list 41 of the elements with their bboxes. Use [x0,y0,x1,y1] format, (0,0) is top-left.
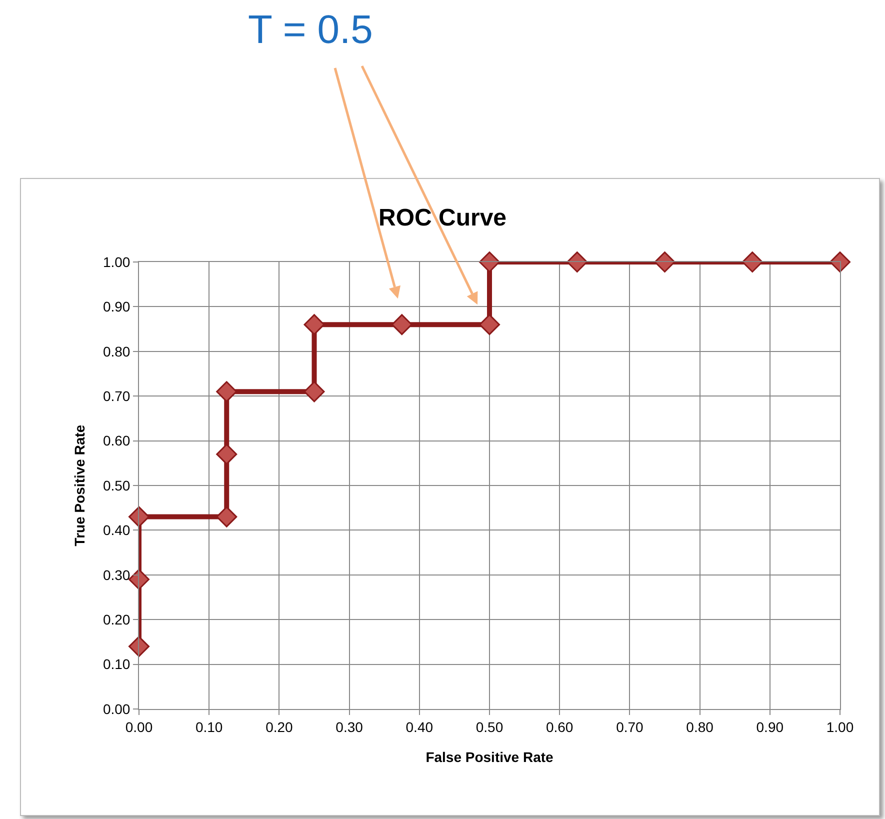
x-tick-label: 0.30 [336,718,364,735]
x-tick-label: 0.70 [616,718,644,735]
chart-title: ROC Curve [378,204,507,232]
y-tick-label: 1.00 [102,254,130,270]
point [128,506,150,528]
point [304,381,325,402]
point [479,314,500,336]
x-tick-label: 0.80 [686,718,714,735]
x-tick-label: 0.20 [266,718,294,735]
y-tick-label: 0.00 [102,700,130,717]
y-tick-label: 0.60 [102,432,130,449]
point [304,314,325,336]
point [479,252,500,272]
point [654,252,676,272]
point [391,314,412,336]
point [128,636,150,657]
x-tick-label: 0.60 [546,718,574,735]
y-axis-title: True Positive Rate [72,424,88,546]
y-tick-label: 0.10 [102,656,130,672]
x-tick-label: 0.40 [406,718,434,735]
y-tick-label: 0.80 [102,343,130,360]
point [128,568,150,590]
y-tick-label: 0.30 [102,566,130,583]
x-tick-label: 0.90 [756,718,784,735]
point [566,252,588,272]
y-tick-label: 0.50 [102,477,130,494]
y-tick-label: 0.20 [102,612,130,628]
point [216,444,238,465]
x-tick-label: 0.10 [195,718,223,735]
x-tick-label: 0.50 [476,718,504,735]
y-tick-label: 0.90 [102,298,130,315]
x-tick-label: 1.00 [826,718,854,735]
x-axis-title: False Positive Rate [426,749,554,766]
point [216,381,238,402]
x-tick-label: 0.00 [125,718,153,735]
point [216,506,238,528]
y-tick-label: 0.40 [102,522,130,538]
point [830,252,850,272]
text: T = 0.5 [248,8,373,52]
point [742,252,763,272]
y-tick-label: 0.70 [102,388,130,404]
